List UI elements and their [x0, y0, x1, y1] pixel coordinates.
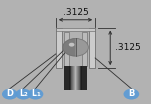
FancyBboxPatch shape	[79, 66, 80, 90]
FancyBboxPatch shape	[56, 28, 95, 31]
Text: B: B	[128, 89, 135, 98]
Circle shape	[63, 38, 88, 56]
FancyBboxPatch shape	[77, 66, 78, 90]
FancyBboxPatch shape	[75, 66, 76, 90]
FancyBboxPatch shape	[73, 66, 74, 90]
Circle shape	[2, 89, 18, 100]
FancyBboxPatch shape	[80, 66, 81, 90]
FancyBboxPatch shape	[82, 32, 87, 66]
FancyBboxPatch shape	[64, 32, 69, 66]
FancyBboxPatch shape	[56, 28, 62, 68]
Circle shape	[69, 43, 74, 47]
Polygon shape	[63, 38, 76, 56]
Circle shape	[28, 89, 43, 100]
FancyBboxPatch shape	[71, 66, 72, 90]
FancyBboxPatch shape	[72, 66, 73, 90]
FancyBboxPatch shape	[81, 66, 82, 90]
Circle shape	[16, 89, 31, 100]
FancyBboxPatch shape	[64, 66, 69, 90]
Text: D: D	[6, 89, 13, 98]
FancyBboxPatch shape	[69, 66, 70, 90]
Text: L: L	[19, 89, 24, 98]
FancyBboxPatch shape	[70, 66, 71, 90]
FancyBboxPatch shape	[89, 28, 95, 68]
Text: 1: 1	[36, 92, 40, 97]
FancyBboxPatch shape	[78, 66, 79, 90]
FancyBboxPatch shape	[74, 66, 75, 90]
FancyBboxPatch shape	[76, 66, 77, 90]
Circle shape	[124, 89, 139, 100]
Text: 2: 2	[24, 92, 28, 97]
Text: .3125: .3125	[115, 43, 141, 52]
Text: .3125: .3125	[63, 8, 88, 17]
Text: L: L	[31, 89, 36, 98]
FancyBboxPatch shape	[82, 66, 87, 90]
